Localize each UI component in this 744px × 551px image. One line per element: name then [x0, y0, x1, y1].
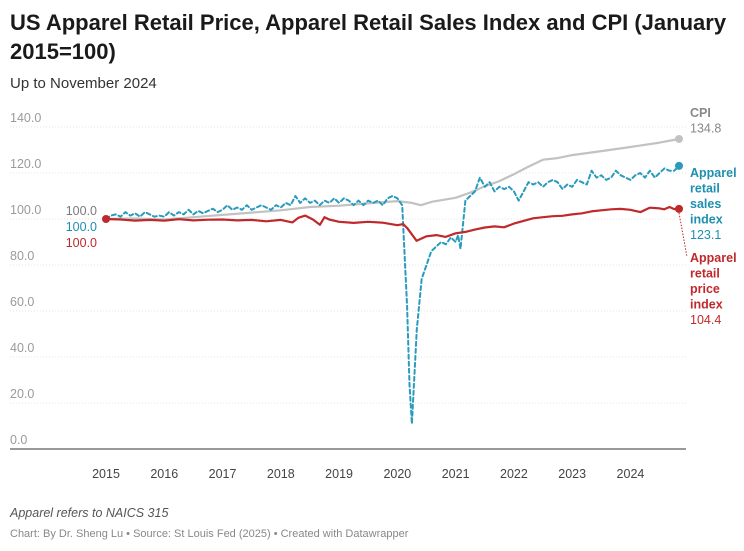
- end-name-sales: sales: [690, 197, 721, 211]
- end-point-cpi[interactable]: [675, 134, 683, 143]
- end-name-sales: Apparel: [690, 166, 737, 180]
- end-value-sales: 123.1: [690, 228, 721, 242]
- start-label-price: 100.0: [66, 236, 97, 250]
- start-label-cpi: 100.0: [66, 204, 97, 218]
- x-tick-label: 2021: [442, 467, 470, 481]
- x-tick-label: 2019: [325, 467, 353, 481]
- x-tick-label: 2018: [267, 467, 295, 481]
- series-line-sales: [105, 164, 680, 425]
- series-line-cpi: [104, 137, 681, 221]
- chart-note: Apparel refers to NAICS 315: [10, 506, 169, 520]
- end-name-price: index: [690, 298, 723, 312]
- y-tick-label: 40.0: [10, 341, 34, 355]
- end-point-price[interactable]: [675, 204, 683, 213]
- start-label-sales: 100.0: [66, 220, 97, 234]
- end-name-sales: retail: [690, 182, 720, 196]
- x-tick-label: 2023: [558, 467, 586, 481]
- end-name-price: retail: [690, 267, 720, 281]
- y-tick-label: 120.0: [10, 157, 41, 171]
- line-chart: 0.0 20.0 40.0 60.0 80.0 100.0 120.0 140.0 2015 20…: [10, 106, 737, 481]
- price-label-leader: [678, 212, 688, 258]
- y-tick-label: 20.0: [10, 387, 34, 401]
- end-value-cpi: 134.8: [690, 122, 721, 136]
- end-name-sales: index: [690, 213, 723, 227]
- x-tick-label: 2015: [92, 467, 120, 481]
- end-name-price: Apparel: [690, 251, 737, 265]
- x-tick-label: 2016: [150, 467, 178, 481]
- end-name-cpi: CPI: [690, 106, 711, 120]
- chart-title: US Apparel Retail Price, Apparel Retail …: [10, 10, 727, 64]
- x-tick-label: 2024: [617, 467, 645, 481]
- end-name-price: price: [690, 282, 720, 296]
- end-point-sales[interactable]: [675, 161, 683, 170]
- y-tick-label: 0.0: [10, 433, 27, 447]
- chart-credit: Chart: By Dr. Sheng Lu • Source: St Loui…: [10, 528, 409, 540]
- start-point-price[interactable]: [102, 215, 110, 223]
- chart-subtitle: Up to November 2024: [10, 75, 157, 92]
- x-tick-label: 2017: [209, 467, 237, 481]
- y-tick-label: 100.0: [10, 203, 41, 217]
- end-value-price: 104.4: [690, 313, 721, 327]
- series-line-price: [104, 205, 681, 242]
- y-tick-label: 140.0: [10, 111, 41, 125]
- x-tick-label: 2022: [500, 467, 528, 481]
- x-tick-label: 2020: [383, 467, 411, 481]
- y-tick-label: 80.0: [10, 249, 34, 263]
- y-tick-label: 60.0: [10, 295, 34, 309]
